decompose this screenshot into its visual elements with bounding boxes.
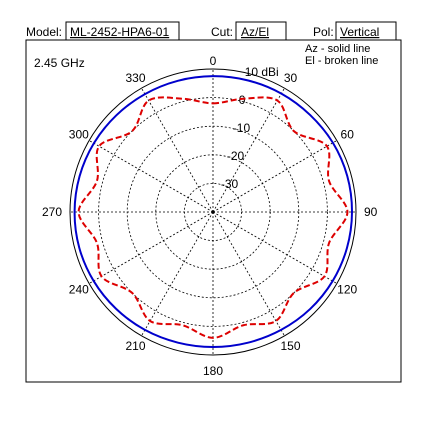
legend-line-2: El - broken line [305, 55, 378, 67]
angle-tick-label: 60 [341, 128, 355, 142]
cut-label: Cut: [211, 25, 233, 39]
angle-tick-label: 300 [69, 128, 89, 142]
grid-spoke [88, 211, 214, 284]
angle-tick-label: 180 [203, 364, 223, 378]
grid-spoke [212, 87, 285, 213]
el-series-line [77, 96, 349, 339]
frequency-label: 2.45 GHz [34, 56, 85, 70]
az-series-line [73, 75, 354, 348]
grid-spoke [212, 211, 285, 337]
radial-tick-label: 0 [239, 93, 246, 107]
series-layer [73, 75, 354, 348]
pol-value: Vertical [340, 25, 379, 39]
angle-tick-label: 90 [364, 205, 378, 219]
chart-frame [25, 39, 402, 383]
angle-tick-label: 210 [125, 339, 145, 353]
radial-tick-label: 10 dBi [245, 65, 279, 79]
grid-spoke [88, 140, 214, 213]
grid-spoke [141, 211, 214, 337]
angle-tick-labels: 0 30 60 90 120 150 180 210 240 270 300 330 [42, 54, 378, 378]
radial-tick-label: -20 [227, 149, 245, 163]
radial-tick-labels: 10 dBi 0 -10 -20 -30 [221, 65, 279, 191]
angle-tick-label: 270 [42, 205, 62, 219]
legend-line-1: Az - solid line [305, 43, 370, 55]
angle-tick-label: 30 [284, 71, 298, 85]
model-value: ML-2452-HPA6-01 [70, 25, 169, 39]
pol-label: Pol: [313, 25, 334, 39]
radial-tick-label: -30 [221, 177, 239, 191]
polar-grid [69, 68, 357, 356]
angle-tick-label: 150 [280, 339, 300, 353]
grid-spoke [212, 211, 338, 284]
angle-tick-label: 120 [337, 283, 357, 297]
angle-tick-label: 0 [210, 54, 217, 68]
radial-tick-label: -10 [233, 121, 251, 135]
grid-spoke [141, 87, 214, 213]
angle-tick-label: 240 [69, 283, 89, 297]
model-label: Model: [26, 25, 62, 39]
angle-tick-label: 330 [125, 71, 145, 85]
grid-ring [98, 97, 328, 327]
cut-value: Az/El [241, 25, 269, 39]
outer-ring [69, 68, 357, 356]
